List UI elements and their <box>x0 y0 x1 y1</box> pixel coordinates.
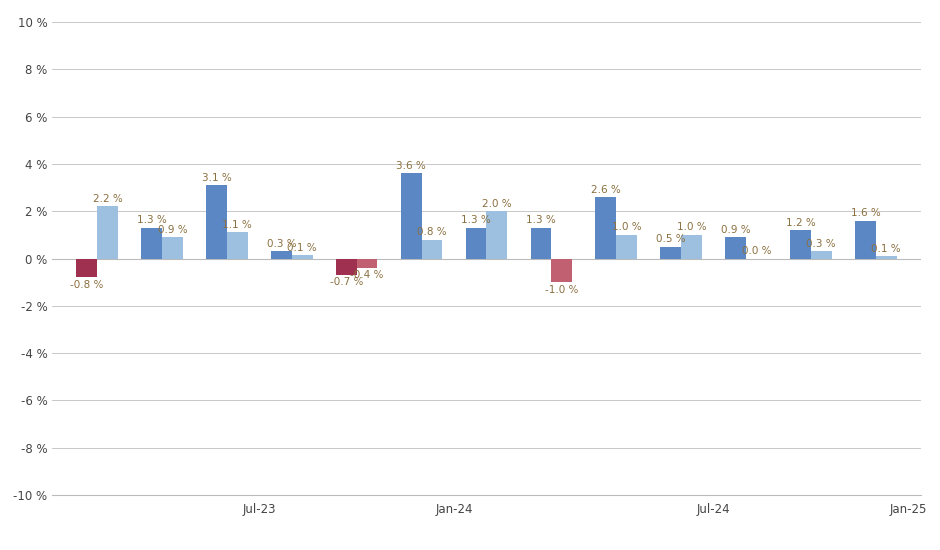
Text: 0.0 %: 0.0 % <box>742 246 771 256</box>
Bar <box>811 251 832 258</box>
Bar <box>356 258 378 268</box>
Text: 1.3 %: 1.3 % <box>526 216 556 225</box>
Bar <box>227 233 247 258</box>
Text: -0.4 %: -0.4 % <box>351 270 384 280</box>
Bar <box>876 256 897 258</box>
Text: 2.6 %: 2.6 % <box>591 185 620 195</box>
Text: 2.2 %: 2.2 % <box>93 194 122 204</box>
Bar <box>682 235 702 258</box>
Bar <box>791 230 811 258</box>
Text: 1.3 %: 1.3 % <box>462 216 491 225</box>
Text: 1.0 %: 1.0 % <box>612 223 641 233</box>
Bar <box>660 246 682 258</box>
Bar <box>855 221 876 258</box>
Text: 0.3 %: 0.3 % <box>807 239 836 249</box>
Text: 0.9 %: 0.9 % <box>158 225 187 235</box>
Text: 3.1 %: 3.1 % <box>202 173 231 183</box>
Bar <box>336 258 356 275</box>
Bar <box>291 255 312 258</box>
Bar <box>595 197 617 258</box>
Text: 1.0 %: 1.0 % <box>677 223 706 233</box>
Text: 3.6 %: 3.6 % <box>397 161 426 171</box>
Text: 0.1 %: 0.1 % <box>288 243 317 252</box>
Text: -1.0 %: -1.0 % <box>545 284 578 294</box>
Text: 0.3 %: 0.3 % <box>267 239 296 249</box>
Bar <box>617 235 637 258</box>
Text: 0.9 %: 0.9 % <box>721 225 750 235</box>
Bar <box>162 237 182 258</box>
Bar <box>552 258 572 282</box>
Bar <box>206 185 227 258</box>
Text: -0.8 %: -0.8 % <box>70 280 103 290</box>
Bar <box>465 228 487 258</box>
Text: 0.8 %: 0.8 % <box>417 227 446 237</box>
Text: 1.2 %: 1.2 % <box>786 218 815 228</box>
Text: 0.1 %: 0.1 % <box>871 244 901 254</box>
Bar <box>400 173 421 258</box>
Text: 2.0 %: 2.0 % <box>482 199 511 209</box>
Bar <box>271 251 291 258</box>
Bar <box>530 228 552 258</box>
Text: 1.3 %: 1.3 % <box>136 216 166 225</box>
Bar <box>76 258 97 277</box>
Bar <box>141 228 162 258</box>
Bar <box>487 211 508 258</box>
Text: 0.5 %: 0.5 % <box>656 234 685 244</box>
Bar <box>726 237 746 258</box>
Text: 1.1 %: 1.1 % <box>223 220 252 230</box>
Text: 1.6 %: 1.6 % <box>851 208 880 218</box>
Bar <box>421 240 443 258</box>
Text: -0.7 %: -0.7 % <box>330 277 363 288</box>
Bar <box>97 206 118 258</box>
